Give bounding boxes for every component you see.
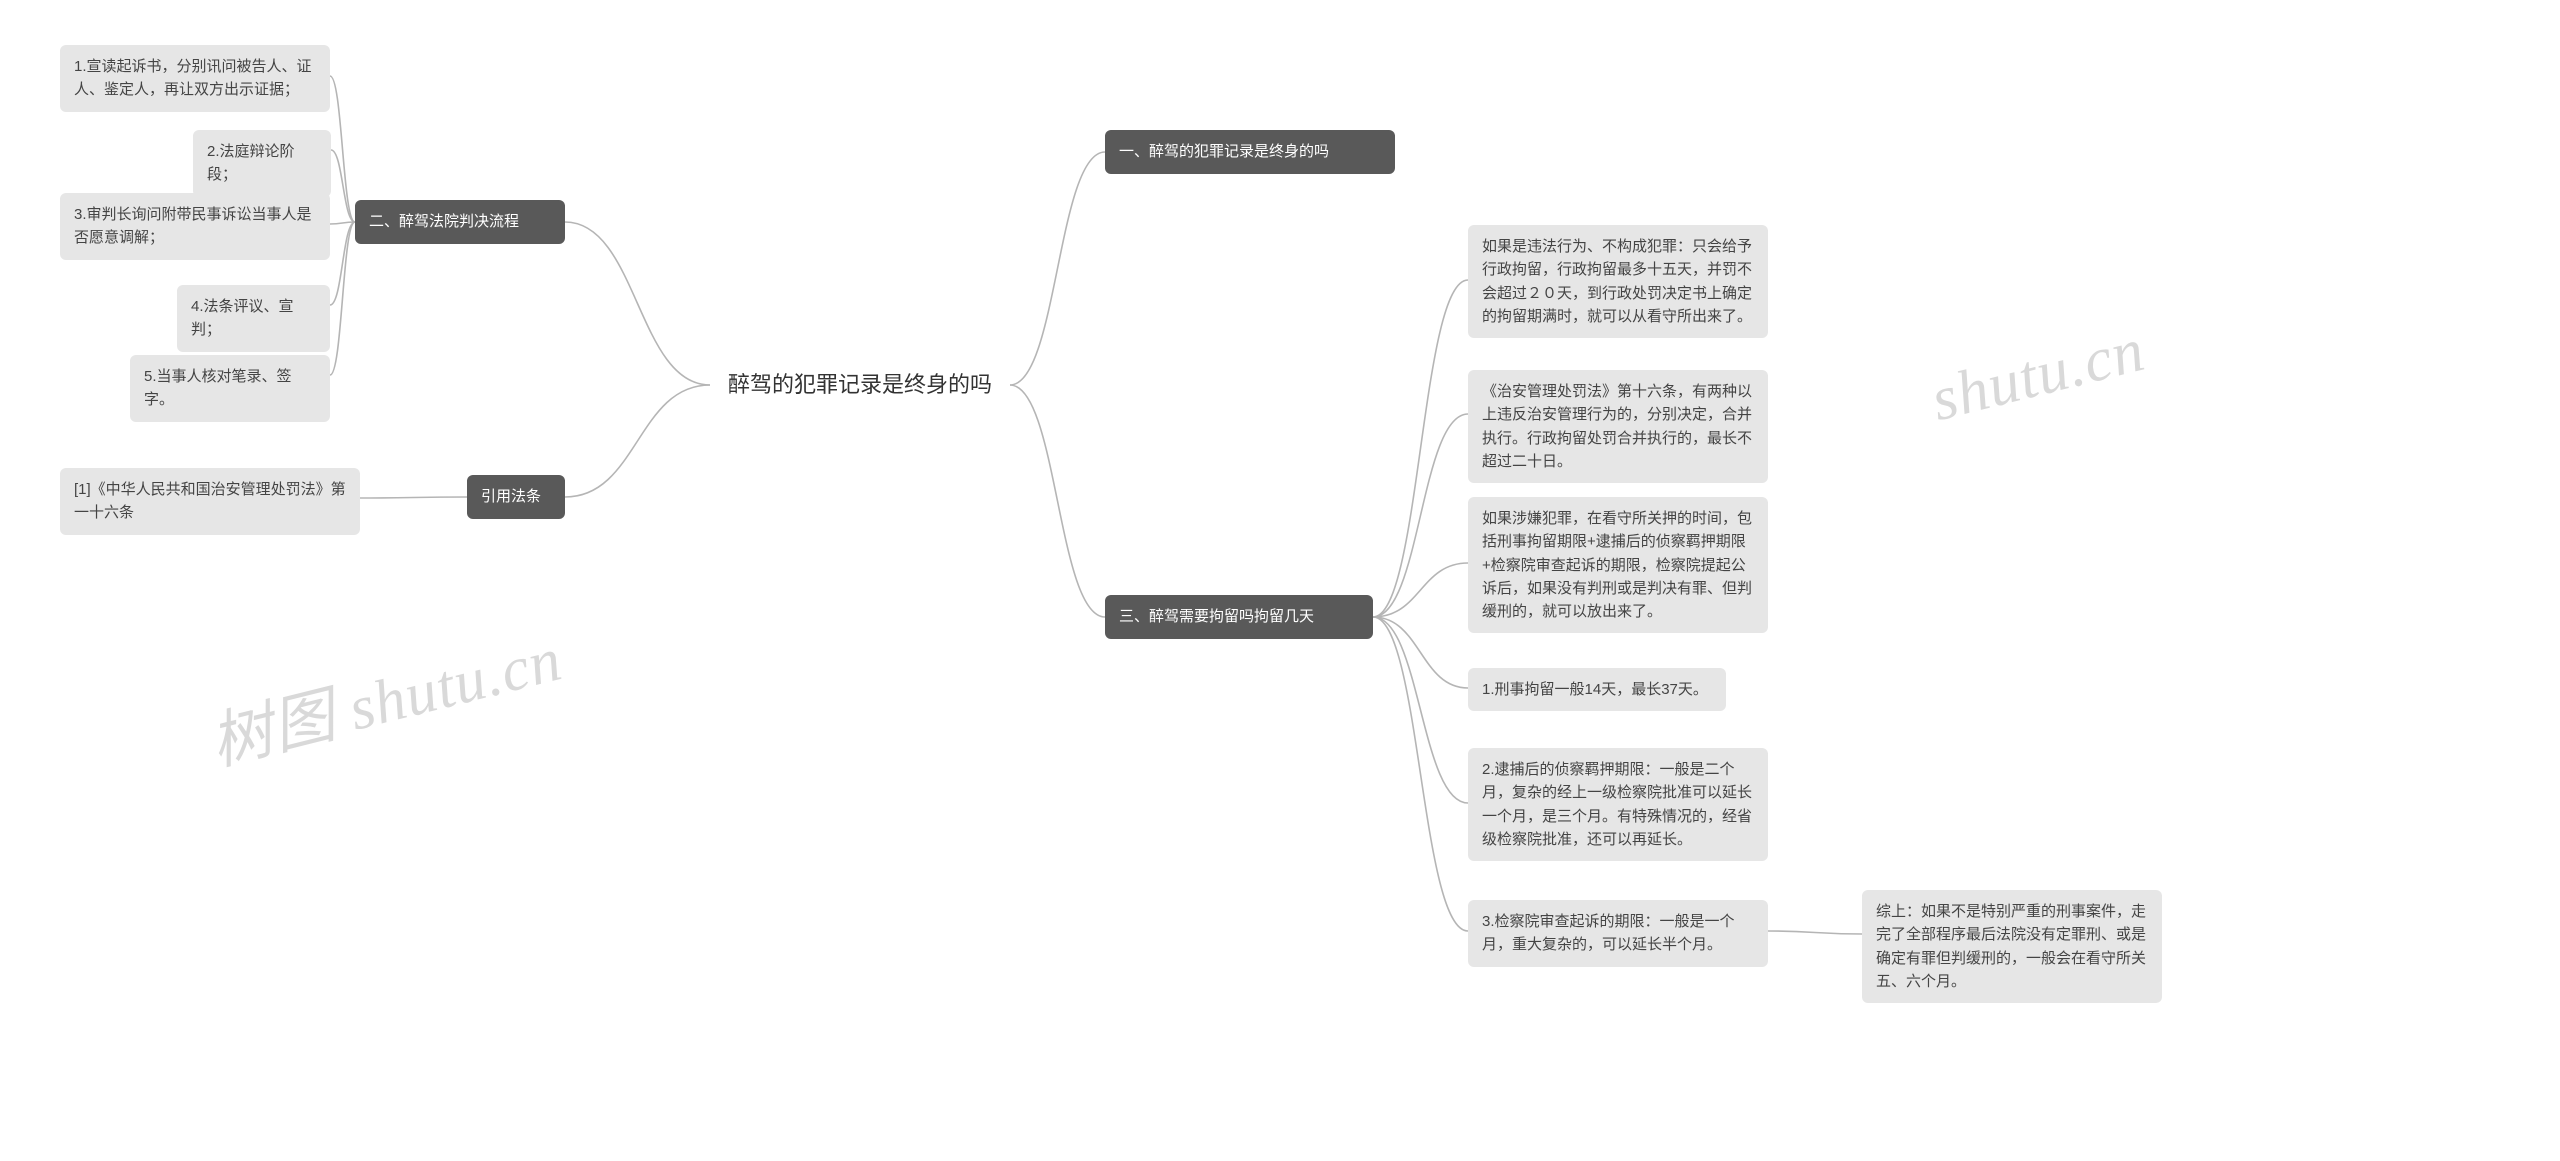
node-s3e: 2.逮捕后的侦察羁押期限：一般是二个月，复杂的经上一级检察院批准可以延长一个月，…: [1468, 748, 1768, 861]
edge-law-law1: [360, 497, 467, 498]
node-s3f: 3.检察院审查起诉的期限：一般是一个月，重大复杂的，可以延长半个月。: [1468, 900, 1768, 967]
node-s2: 二、醉驾法院判决流程: [355, 200, 565, 244]
node-law: 引用法条: [467, 475, 565, 519]
node-s3d: 1.刑事拘留一般14天，最长37天。: [1468, 668, 1726, 711]
node-s3: 三、醉驾需要拘留吗拘留几天: [1105, 595, 1373, 639]
edge-s3-s3c: [1373, 563, 1468, 617]
node-s2d: 4.法条评议、宣判；: [177, 285, 330, 352]
edge-s3-s3b: [1373, 414, 1468, 617]
node-s2e: 5.当事人核对笔录、签字。: [130, 355, 330, 422]
edge-root-s2: [565, 222, 710, 385]
watermark: 树图 shutu.cn: [199, 608, 569, 782]
edge-s2-s2a: [330, 76, 355, 222]
watermark: shutu.cn: [1925, 315, 2152, 436]
node-s1: 一、醉驾的犯罪记录是终身的吗: [1105, 130, 1395, 174]
edge-layer: [0, 0, 2560, 1161]
node-s3c: 如果涉嫌犯罪，在看守所关押的时间，包括刑事拘留期限+逮捕后的侦察羁押期限+检察院…: [1468, 497, 1768, 633]
edge-root-law: [565, 385, 710, 497]
edge-s2-s2d: [330, 222, 355, 305]
node-s2c: 3.审判长询问附带民事诉讼当事人是否愿意调解；: [60, 193, 330, 260]
node-s2b: 2.法庭辩论阶段；: [193, 130, 331, 197]
edge-s3-s3d: [1373, 617, 1468, 688]
edge-s2-s2e: [330, 222, 355, 375]
edge-s3-s3e: [1373, 617, 1468, 803]
node-s3b: 《治安管理处罚法》第十六条，有两种以上违反治安管理行为的，分别决定，合并执行。行…: [1468, 370, 1768, 483]
node-s2a: 1.宣读起诉书，分别讯问被告人、证人、鉴定人，再让双方出示证据；: [60, 45, 330, 112]
edge-s2-s2c: [330, 222, 355, 224]
edge-s2-s2b: [331, 150, 355, 222]
node-s3f1: 综上：如果不是特别严重的刑事案件，走完了全部程序最后法院没有定罪刑、或是确定有罪…: [1862, 890, 2162, 1003]
edge-s3-s3f: [1373, 617, 1468, 931]
node-law1: [1]《中华人民共和国治安管理处罚法》第一十六条: [60, 468, 360, 535]
edge-s3-s3a: [1373, 280, 1468, 617]
edge-root-s1: [1010, 152, 1105, 385]
edge-s3f-s3f1: [1768, 931, 1862, 934]
node-s3a: 如果是违法行为、不构成犯罪：只会给予行政拘留，行政拘留最多十五天，并罚不会超过２…: [1468, 225, 1768, 338]
edge-root-s3: [1010, 385, 1105, 617]
node-root: 醉驾的犯罪记录是终身的吗: [710, 350, 1010, 420]
